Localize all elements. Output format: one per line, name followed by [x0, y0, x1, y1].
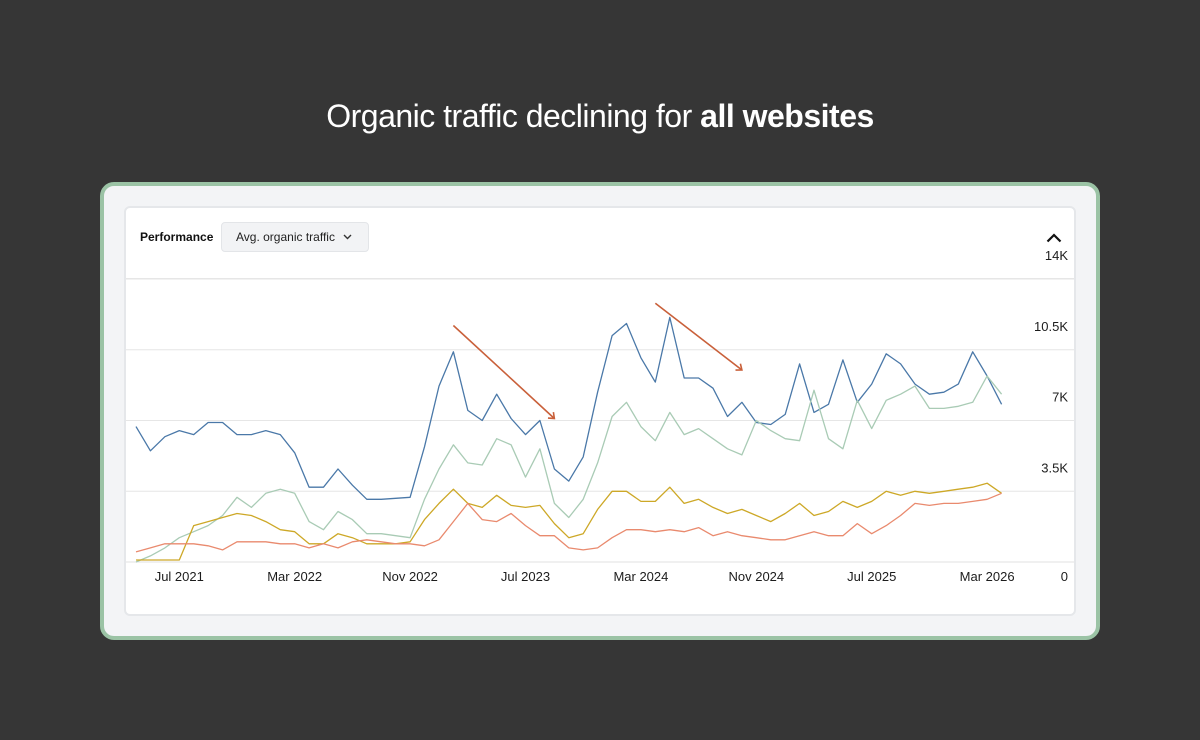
x-tick-label: Mar 2022 [267, 569, 322, 584]
series-line-3 [136, 482, 1002, 561]
traffic-line-chart: 0 3.5K 7K 10.5K 14K Jul 2021 Mar 2022 Nov 2022 J… [126, 248, 1074, 584]
page-headline: Organic traffic declining for all websit… [0, 98, 1200, 135]
headline-light-text: Organic traffic declining for [326, 98, 701, 134]
series-line-4 [135, 492, 1002, 553]
series-line-2 [135, 375, 1003, 563]
chart-card: Performance Avg. organic traffic [100, 182, 1100, 640]
x-tick-label: Mar 2024 [613, 569, 668, 584]
metric-dropdown[interactable]: Avg. organic traffic [221, 222, 369, 252]
headline-bold-text: all websites [700, 98, 874, 134]
collapse-button[interactable] [1042, 226, 1066, 250]
performance-panel: Performance Avg. organic traffic [124, 206, 1076, 616]
metric-dropdown-label: Avg. organic traffic [236, 230, 335, 244]
decline-arrow-1 [452, 324, 556, 420]
x-tick-label: Jul 2021 [155, 569, 204, 584]
y-tick-label: 3.5K [1041, 460, 1068, 475]
chevron-up-icon [1046, 233, 1062, 243]
y-tick-label: 10.5K [1034, 319, 1068, 334]
y-tick-label: 14K [1045, 248, 1068, 263]
y-tick-label: 7K [1052, 390, 1068, 405]
y-tick-label: 0 [1061, 569, 1068, 584]
x-tick-label: Nov 2022 [382, 569, 438, 584]
x-tick-label: Mar 2026 [960, 569, 1015, 584]
x-tick-label: Nov 2024 [728, 569, 784, 584]
panel-title: Performance [140, 230, 214, 244]
series-line-1 [135, 316, 1003, 500]
x-tick-label: Jul 2023 [501, 569, 550, 584]
decline-arrow-2 [654, 302, 743, 371]
x-tick-label: Jul 2025 [847, 569, 896, 584]
chevron-down-icon [343, 234, 352, 240]
